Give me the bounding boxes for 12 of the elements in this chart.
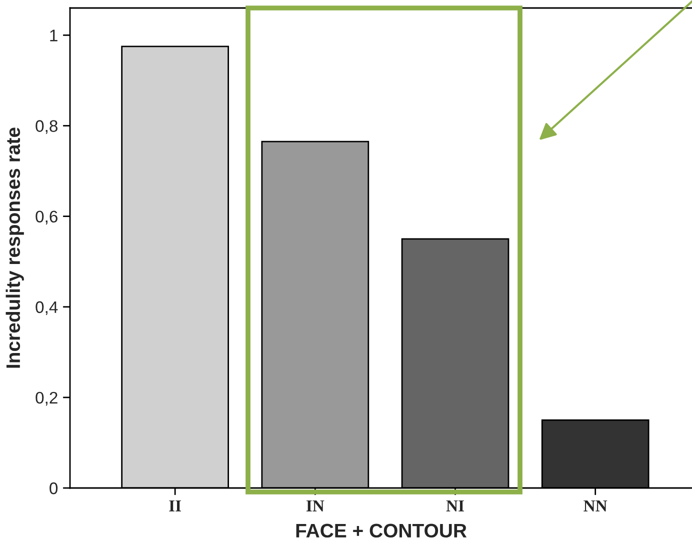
x-tick-label: NI bbox=[446, 500, 464, 512]
x-tick-label: IN bbox=[306, 500, 324, 512]
y-tick-label: 0,2 bbox=[36, 392, 58, 406]
y-tick-label: 0,6 bbox=[36, 210, 58, 224]
y-tick-label: 0,4 bbox=[36, 301, 58, 316]
y-tick-label: 0,8 bbox=[36, 120, 58, 134]
y-tick-label: 1 bbox=[50, 30, 58, 42]
x-tick-label: NN bbox=[584, 500, 608, 512]
y-tick-label: 0 bbox=[50, 482, 58, 494]
y-axis-title: Incredulity responses rate bbox=[6, 128, 24, 368]
x-tick-label: II bbox=[169, 500, 181, 512]
x-axis-title: FACE + CONTOUR bbox=[296, 524, 467, 538]
